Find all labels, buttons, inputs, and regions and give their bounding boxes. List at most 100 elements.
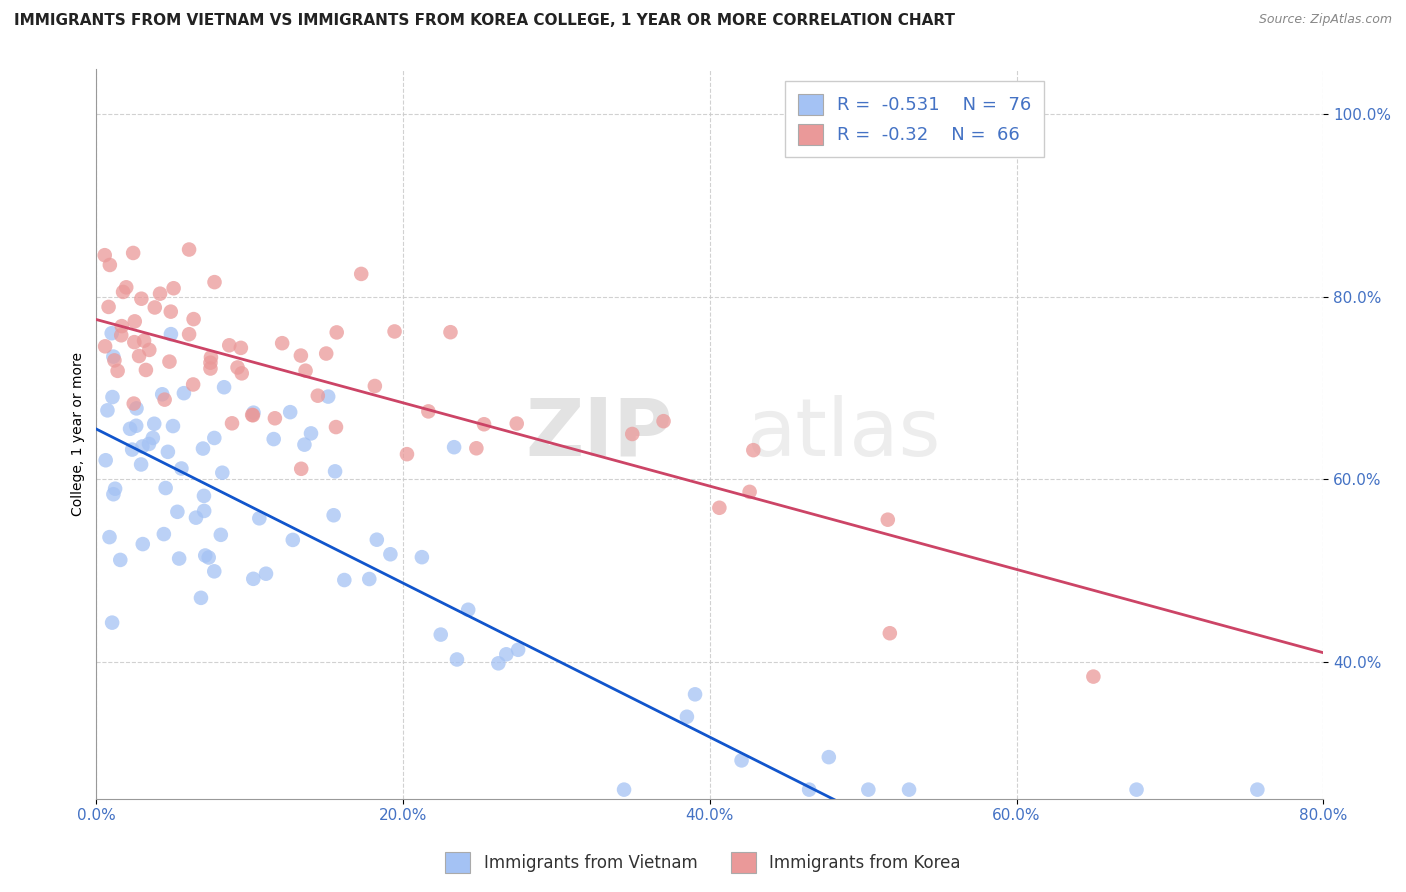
Point [683, 687, 706, 701]
Point [676, 710, 699, 724]
Point [160, 327, 183, 342]
Point [247, 511, 270, 525]
Point [138, 343, 160, 357]
Point [191, 442, 214, 456]
Point [709, 500, 731, 515]
Point [112, 285, 135, 299]
Point [194, 549, 217, 563]
Point [797, 782, 820, 797]
Point [465, 442, 488, 456]
Point [316, 390, 339, 404]
Point [211, 466, 233, 480]
Point [121, 442, 143, 457]
Point [290, 462, 312, 476]
Point [122, 396, 145, 410]
Point [190, 591, 212, 605]
Point [333, 573, 356, 587]
Point [124, 314, 146, 328]
Point [621, 427, 644, 442]
Point [111, 319, 134, 334]
Point [613, 782, 636, 797]
Point [315, 346, 337, 360]
Point [242, 409, 264, 423]
Point [271, 336, 294, 351]
Point [359, 572, 381, 586]
Point [278, 405, 301, 419]
Point [742, 443, 765, 458]
Point [184, 510, 207, 524]
Point [103, 353, 125, 368]
Point [876, 513, 898, 527]
Point [94, 339, 117, 353]
Point [439, 325, 461, 339]
Point [132, 537, 155, 551]
Point [167, 551, 190, 566]
Point [204, 275, 226, 289]
Point [166, 505, 188, 519]
Point [131, 292, 153, 306]
Text: IMMIGRANTS FROM VIETNAM VS IMMIGRANTS FROM KOREA COLLEGE, 1 YEAR OR MORE CORRELA: IMMIGRANTS FROM VIETNAM VS IMMIGRANTS FR… [14, 13, 955, 29]
Point [124, 335, 146, 350]
Point [364, 379, 387, 393]
Point [218, 338, 240, 352]
Point [94, 453, 117, 467]
Point [103, 487, 125, 501]
Point [325, 420, 347, 434]
Point [159, 354, 181, 368]
Point [155, 481, 177, 495]
Point [120, 422, 142, 436]
Point [730, 753, 752, 767]
Point [149, 286, 172, 301]
Point [125, 418, 148, 433]
Point [264, 411, 287, 425]
Point [200, 361, 222, 376]
Point [443, 440, 465, 454]
Point [290, 349, 312, 363]
Point [170, 461, 193, 475]
Point [294, 437, 316, 451]
Point [156, 445, 179, 459]
Point [221, 417, 243, 431]
Point [411, 550, 433, 565]
Point [200, 351, 222, 365]
Point [193, 489, 215, 503]
Point [226, 360, 249, 375]
Point [197, 550, 219, 565]
Point [98, 258, 121, 272]
Point [322, 508, 344, 523]
Point [159, 304, 181, 318]
Text: atlas: atlas [747, 394, 941, 473]
Point [103, 350, 125, 364]
Point [100, 326, 122, 341]
Point [858, 782, 880, 797]
Point [350, 267, 373, 281]
Point [898, 782, 921, 797]
Point [181, 377, 204, 392]
Point [879, 626, 901, 640]
Point [817, 750, 839, 764]
Point [202, 565, 225, 579]
Point [107, 364, 129, 378]
Point [323, 464, 346, 478]
Point [429, 627, 451, 641]
Point [115, 280, 138, 294]
Point [495, 648, 517, 662]
Point [418, 404, 440, 418]
Point [129, 458, 152, 472]
Y-axis label: College, 1 year or more: College, 1 year or more [72, 351, 86, 516]
Point [183, 312, 205, 326]
Point [101, 390, 124, 404]
Point [153, 392, 176, 407]
Point [1083, 670, 1105, 684]
Point [143, 301, 166, 315]
Point [162, 281, 184, 295]
Point [128, 349, 150, 363]
Point [131, 440, 153, 454]
Point [299, 426, 322, 441]
Point [98, 530, 121, 544]
Point [307, 389, 329, 403]
Point [96, 403, 118, 417]
Point [508, 642, 530, 657]
Point [209, 528, 232, 542]
Point [177, 243, 200, 257]
